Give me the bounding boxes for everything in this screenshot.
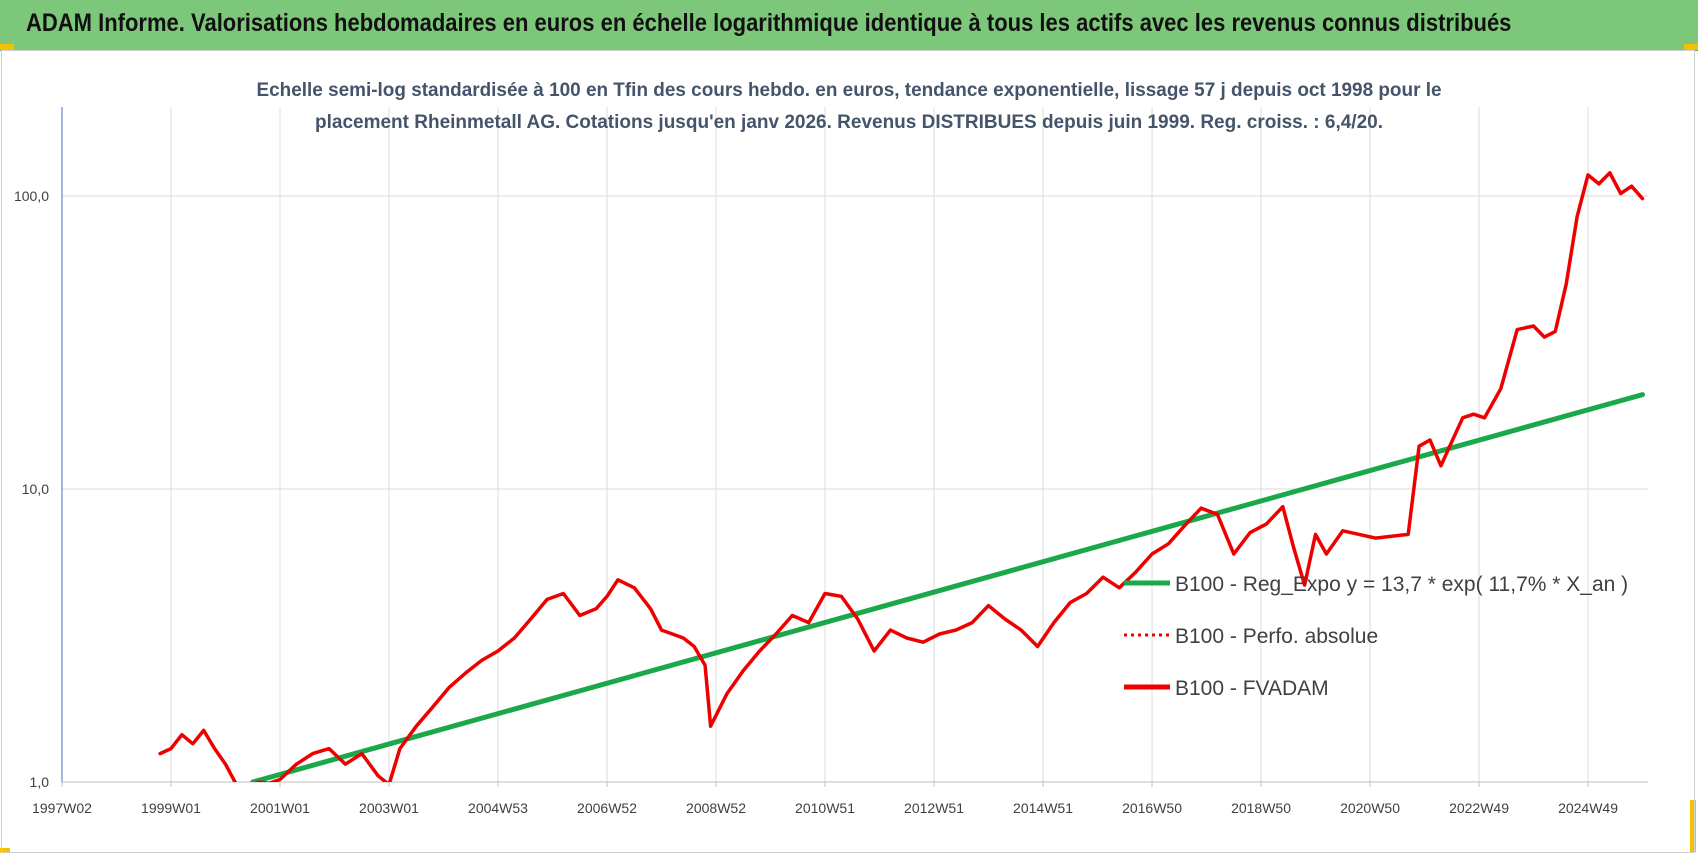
x-tick-label: 1997W02 [32, 800, 92, 816]
header-title: ADAM Informe. Valorisations hebdomadaire… [26, 9, 1512, 37]
x-tick-label: 2003W01 [359, 800, 419, 816]
legend-label: B100 - Reg_Expo y = 13,7 * exp( 11,7% * … [1175, 573, 1628, 596]
x-tick-label: 2008W52 [686, 800, 746, 816]
x-tick-label: 2006W52 [577, 800, 637, 816]
y-tick-label: 100,0 [14, 188, 49, 204]
x-tick-label: 2001W01 [250, 800, 310, 816]
chart-frame [1, 50, 1695, 853]
header-banner: ADAM Informe. Valorisations hebdomadaire… [0, 0, 1698, 51]
x-tick-label: 2016W50 [1122, 800, 1182, 816]
x-tick-label: 1999W01 [141, 800, 201, 816]
series-line-fvadam [158, 171, 1645, 782]
x-tick-label: 2020W50 [1340, 800, 1400, 816]
corner-accent-top-left [0, 44, 14, 50]
legend-label: B100 - FVADAM [1175, 677, 1329, 700]
y-tick-label: 10,0 [22, 481, 49, 497]
x-tick-label: 2012W51 [904, 800, 964, 816]
legend-label: B100 - Perfo. absolue [1175, 625, 1378, 648]
legend: B100 - Reg_Expo y = 13,7 * exp( 11,7% * … [1124, 573, 1628, 700]
series [158, 171, 1645, 782]
corner-accent-bottom-left [0, 848, 10, 853]
grid [62, 107, 1648, 783]
chart-title-line: placement Rheinmetall AG. Cotations jusq… [315, 112, 1383, 133]
x-tick-label: 2004W53 [468, 800, 528, 816]
chart-title-line: Echelle semi-log standardisée à 100 en T… [257, 80, 1442, 101]
series-line-trend [250, 392, 1645, 782]
chart-title: Echelle semi-log standardisée à 100 en T… [257, 80, 1442, 133]
corner-accent-bottom-right [1690, 800, 1696, 852]
x-tick-label: 2022W49 [1449, 800, 1509, 816]
x-tick-label: 2018W50 [1231, 800, 1291, 816]
x-tick-label: 2010W51 [795, 800, 855, 816]
corner-accent-top-right [1684, 44, 1698, 50]
x-tick-label: 2024W49 [1558, 800, 1618, 816]
y-tick-label: 1,0 [30, 774, 50, 790]
x-tick-label: 2014W51 [1013, 800, 1073, 816]
axes: 1,0 10,0 100,0 1997W02 1999W01 2001W01 2003W01… [14, 107, 1648, 816]
